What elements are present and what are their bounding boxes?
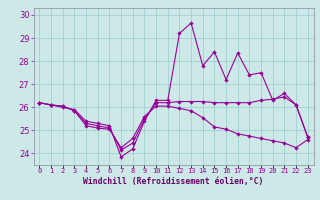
- X-axis label: Windchill (Refroidissement éolien,°C): Windchill (Refroidissement éolien,°C): [84, 177, 264, 186]
